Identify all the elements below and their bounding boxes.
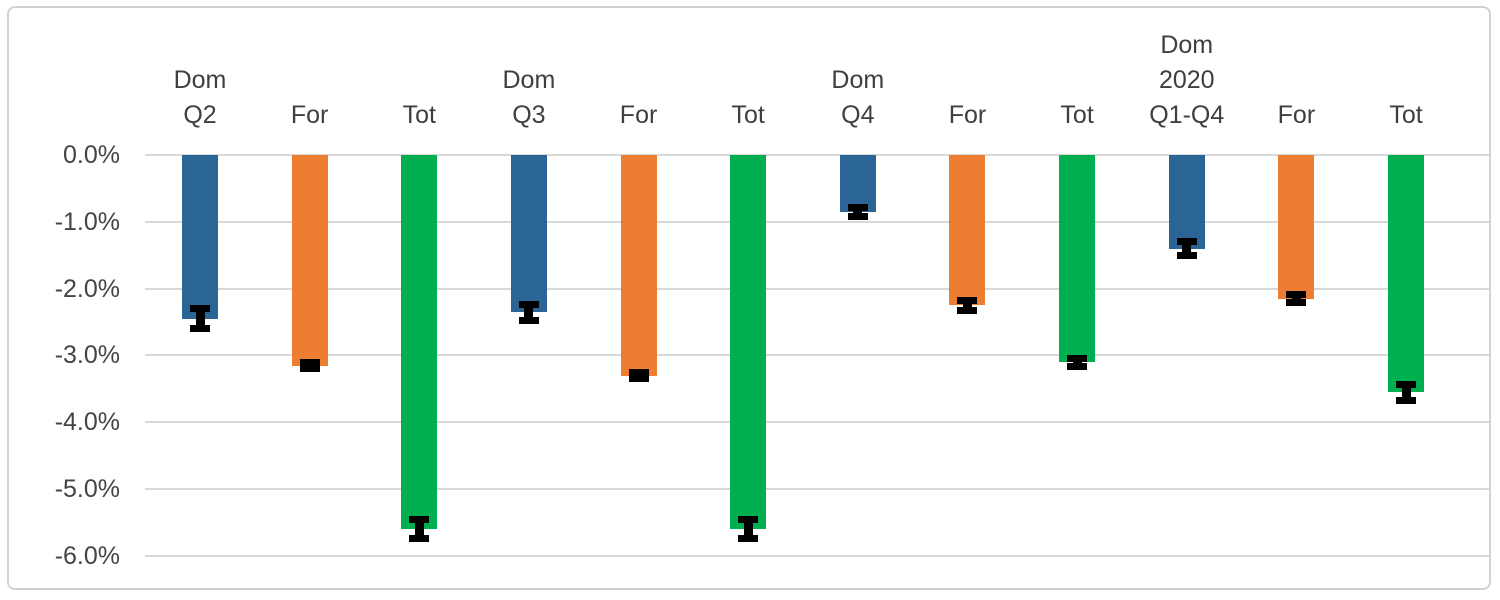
error-bar-cap-bottom [1396,396,1417,404]
bar-11-tot [1388,155,1425,393]
bar-7-for [949,155,986,306]
error-bar [1072,358,1082,367]
error-bar-cap-top [299,358,320,366]
category-label-for: For [619,101,658,129]
gridline [145,354,1489,357]
error-bar [524,304,534,321]
error-bar-cap-bottom [1286,299,1307,307]
error-bar [853,207,863,217]
error-bar-cap-bottom [847,212,868,220]
error-bar-cap-top [1067,354,1088,362]
bar-1-for [291,155,328,366]
error-bar-cap-bottom [628,375,649,383]
error-bar-cap-bottom [1176,251,1197,259]
bar-8-tot [1059,155,1096,363]
bar-0-dom-q2 [182,155,218,319]
error-bar-cap-top [738,516,759,524]
gridline [145,488,1489,491]
error-bar-cap-bottom [409,535,430,543]
error-bar-cap-top [1176,238,1197,246]
error-bar [743,519,753,539]
error-bar-cap-top [628,368,649,376]
y-axis-tick-label: -4.0% [54,408,120,437]
error-bar-cap-bottom [299,365,320,373]
y-axis-tick-label: 0.0% [63,141,120,169]
error-bar-cap-bottom [1067,362,1088,370]
y-axis-tick-label: -1.0% [54,207,120,236]
error-bar-cap-bottom [738,535,759,543]
category-label-dom-q2: Dom Q2 [173,66,227,129]
error-bar-cap-bottom [957,307,978,315]
category-label-dom-2020-q1-q4: Dom 2020 Q1-Q4 [1149,31,1225,129]
error-bar-cap-top [847,203,868,211]
y-axis-tick-label: -6.0% [54,541,120,570]
error-bar-cap-top [1396,380,1417,388]
category-label-tot: Tot [731,101,765,129]
bar-5-tot [730,155,767,530]
bar-6-dom-q4 [839,155,876,212]
category-label-tot: Tot [402,101,436,129]
error-bar-cap-top [409,516,430,524]
error-bar-cap-top [190,305,210,313]
bar-9-dom-2020-q1-q4 [1168,155,1205,249]
category-label-for: For [948,101,987,129]
error-bar-cap-top [1286,291,1307,299]
error-bar [1182,241,1192,256]
y-axis-tick-label: -3.0% [54,341,120,370]
error-bar-cap-bottom [518,316,539,324]
bar-2-tot [401,155,438,530]
gridline [145,154,1489,156]
category-label-dom-q3: Dom Q3 [502,66,556,129]
error-bar-cap-top [518,300,539,308]
error-bar [1401,384,1411,401]
error-bar [195,308,205,329]
gridline [145,554,1489,557]
category-label-tot: Tot [1060,101,1094,129]
bar-4-for [620,155,657,376]
gridline [145,421,1489,424]
category-label-dom-q4: Dom Q4 [831,66,885,129]
error-bar-cap-top [957,296,978,304]
error-bar [414,519,424,539]
gridline [145,220,1489,223]
error-bar [1291,294,1301,303]
y-axis-tick-label: -5.0% [54,475,120,504]
error-bar [962,300,972,311]
category-label-for: For [290,101,329,129]
category-label-tot: Tot [1389,101,1423,129]
gridline [145,287,1489,290]
error-bar-cap-bottom [190,325,210,333]
category-label-for: For [1277,101,1316,129]
bar-10-for [1278,155,1315,299]
y-axis-tick-label: -2.0% [54,274,120,303]
bar-3-dom-q3 [510,155,547,313]
